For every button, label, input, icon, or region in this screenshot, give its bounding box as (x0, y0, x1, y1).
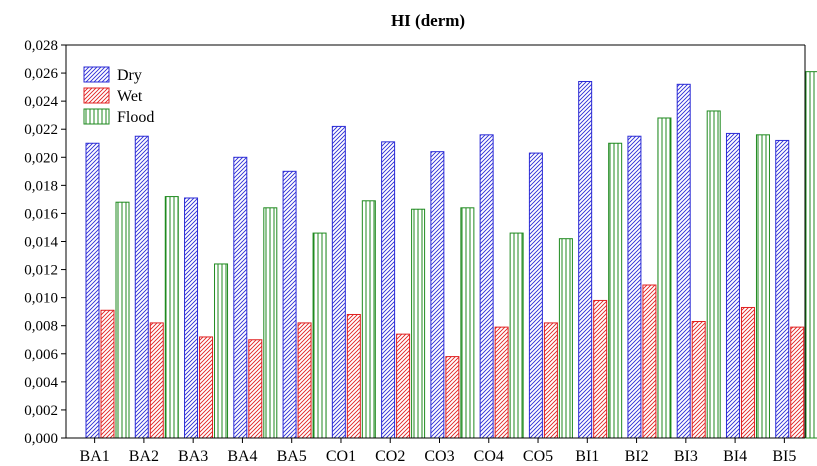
y-tick-label: 0,010 (24, 291, 58, 307)
legend-swatch-flood (83, 108, 110, 125)
x-tick-label: BI1 (575, 448, 599, 465)
bar-flood-bi4 (755, 134, 770, 439)
y-tick-label: 0,020 (24, 150, 58, 166)
legend-swatch-dry (83, 66, 110, 83)
y-tick-label: 0,024 (24, 94, 58, 110)
x-tick-label: BA1 (80, 448, 110, 465)
bar-flood-co4 (509, 232, 524, 439)
bar-flood-bi3 (706, 110, 721, 439)
bar-dry-ba3 (184, 197, 199, 439)
bar-flood-bi2 (657, 117, 672, 439)
bar-flood-co1 (361, 200, 376, 439)
bar-wet-co2 (396, 333, 411, 439)
bar-flood-co3 (460, 207, 475, 439)
y-tick-label: 0,008 (24, 319, 58, 335)
x-tick-label: BI3 (674, 448, 698, 465)
bars (85, 71, 817, 443)
bar-dry-ba2 (134, 135, 149, 439)
bar-wet-ba1 (100, 309, 115, 439)
y-tick-label: 0,004 (24, 375, 58, 391)
legend-label-wet: Wet (117, 88, 143, 105)
bar-dry-bi1 (578, 80, 593, 439)
bar-dry-ba1 (85, 142, 100, 439)
bar-wet-co1 (346, 313, 361, 439)
bar-flood-ba1 (115, 201, 130, 439)
y-tick-label: 0,028 (24, 38, 58, 54)
bar-dry-co1 (331, 125, 346, 439)
y-tick-label: 0,022 (24, 122, 58, 138)
x-tick-label: BI4 (723, 448, 747, 465)
x-tick-label: CO4 (474, 448, 504, 465)
x-tick-label: CO1 (326, 448, 356, 465)
bar-dry-co3 (430, 151, 445, 439)
bar-wet-bi2 (642, 284, 657, 439)
bar-dry-co2 (381, 141, 396, 439)
bar-dry-co4 (479, 134, 494, 439)
bar-dry-bi2 (627, 135, 642, 439)
bar-wet-bi1 (593, 299, 608, 439)
y-tick-label: 0,018 (24, 178, 58, 194)
legend: Dry Wet Flood (83, 66, 154, 126)
y-tick-label: 0,000 (24, 431, 58, 447)
x-tick-label: CO2 (375, 448, 405, 465)
bar-wet-ba4 (248, 339, 263, 439)
legend-label-dry: Dry (117, 67, 142, 84)
bar-flood-ba5 (312, 232, 327, 439)
x-tick-label: BA2 (129, 448, 159, 465)
y-axis-ticks: 0,000 0,002 0,004 0,006 0,008 0,010 0,012 0,014… (24, 38, 66, 447)
bar-flood-ba4 (263, 207, 278, 439)
y-tick-label: 0,026 (24, 66, 58, 82)
bar-flood-co5 (558, 238, 573, 439)
bar-wet-ba3 (199, 336, 214, 439)
x-tick-label: CO5 (523, 448, 553, 465)
bar-dry-bi3 (676, 83, 691, 439)
x-tick-label: BI2 (625, 448, 649, 465)
bar-dry-bi5 (775, 139, 790, 439)
bar-wet-co4 (494, 326, 509, 439)
bar-dry-ba4 (233, 156, 248, 439)
y-tick-label: 0,014 (24, 235, 58, 251)
legend-swatch-wet (83, 87, 110, 104)
bar-dry-ba5 (282, 170, 297, 439)
bar-wet-ba5 (297, 322, 312, 439)
bar-flood-co2 (411, 208, 426, 439)
bar-dry-co5 (528, 152, 543, 439)
bar-flood-bi1 (608, 142, 623, 439)
bar-wet-co3 (445, 356, 460, 439)
x-tick-label: BA3 (178, 448, 208, 465)
bar-wet-bi3 (691, 321, 706, 439)
bar-wet-bi5 (790, 326, 805, 439)
bar-dry-bi4 (725, 132, 740, 439)
x-axis-labels: BA1 BA2 BA3 BA4 BA5 CO1 CO2 CO3 CO4 CO5 BI1 BI2 BI3 B… (80, 448, 797, 465)
bar-wet-ba2 (149, 322, 164, 439)
x-tick-label: BA5 (277, 448, 307, 465)
x-tick-label: BI5 (772, 448, 796, 465)
bar-wet-co5 (543, 322, 558, 439)
y-tick-label: 0,016 (24, 206, 58, 222)
y-tick-label: 0,002 (24, 403, 58, 419)
bar-flood-ba2 (164, 196, 179, 439)
y-tick-label: 0,006 (24, 347, 58, 363)
chart-title: HI (derm) (391, 11, 465, 30)
y-tick-label: 0,012 (24, 263, 58, 279)
bar-wet-bi4 (740, 306, 755, 439)
legend-label-flood: Flood (117, 109, 154, 126)
x-tick-label: CO3 (424, 448, 454, 465)
x-tick-label: BA4 (227, 448, 257, 465)
bar-flood-bi5 (805, 71, 817, 439)
bar-flood-ba3 (214, 263, 229, 439)
